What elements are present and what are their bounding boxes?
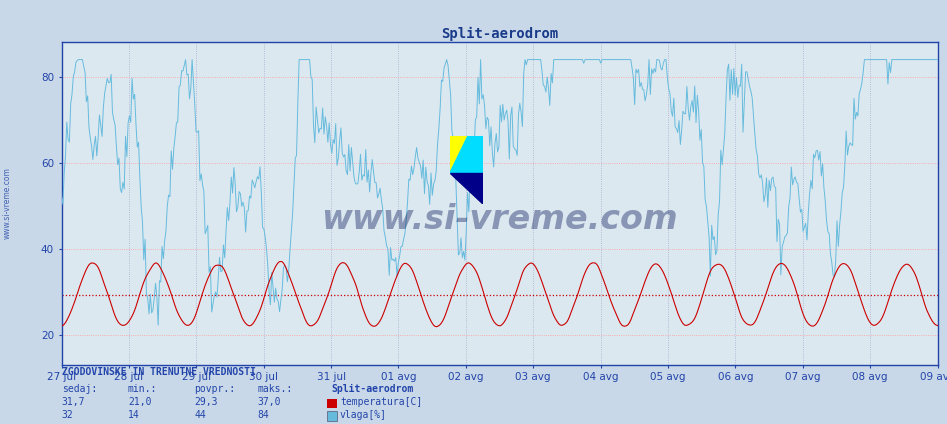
Text: 44: 44: [194, 410, 205, 420]
Polygon shape: [450, 136, 468, 173]
Polygon shape: [450, 173, 483, 204]
Text: min.:: min.:: [128, 384, 157, 394]
Text: vlaga[%]: vlaga[%]: [340, 410, 387, 420]
Text: www.si-vreme.com: www.si-vreme.com: [3, 167, 12, 240]
Text: 29,3: 29,3: [194, 397, 218, 407]
Text: Split-aerodrom: Split-aerodrom: [331, 384, 414, 394]
Text: temperatura[C]: temperatura[C]: [340, 397, 422, 407]
Text: maks.:: maks.:: [258, 384, 293, 394]
Text: 31,7: 31,7: [62, 397, 85, 407]
Text: www.si-vreme.com: www.si-vreme.com: [321, 203, 678, 236]
Text: 32: 32: [62, 410, 73, 420]
Title: Split-aerodrom: Split-aerodrom: [441, 27, 558, 41]
Text: 21,0: 21,0: [128, 397, 152, 407]
Text: sedaj:: sedaj:: [62, 384, 97, 394]
Polygon shape: [450, 136, 483, 173]
Text: 14: 14: [128, 410, 139, 420]
Text: ZGODOVINSKE IN TRENUTNE VREDNOSTI: ZGODOVINSKE IN TRENUTNE VREDNOSTI: [62, 367, 256, 377]
Text: 84: 84: [258, 410, 269, 420]
Text: povpr.:: povpr.:: [194, 384, 235, 394]
Text: 37,0: 37,0: [258, 397, 281, 407]
